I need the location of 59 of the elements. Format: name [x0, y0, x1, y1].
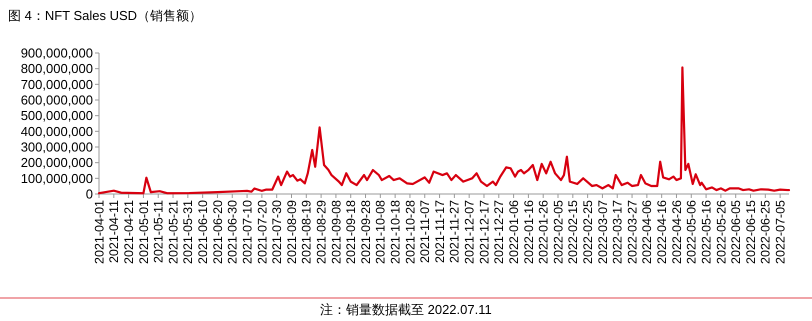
x-tick-label: 2021-11-27 — [448, 200, 462, 264]
x-tick-label: 2021-09-08 — [329, 200, 344, 264]
x-tick-label: 2022-02-05 — [551, 200, 566, 264]
y-tick-label: 300,000,000 — [20, 140, 93, 155]
x-tick-label: 2021-06-10 — [196, 200, 210, 264]
x-tick-label: 2021-04-21 — [122, 200, 136, 264]
x-tick-label: 2021-11-17 — [432, 200, 447, 264]
x-tick-label: 2021-08-19 — [300, 200, 314, 264]
x-tick-label: 2022-01-06 — [506, 200, 521, 264]
x-tick-label: 2021-07-10 — [240, 200, 254, 264]
x-tick-label: 2022-02-15 — [566, 200, 580, 264]
x-tick-label: 2021-06-30 — [226, 200, 240, 264]
x-tick-label: 2022-02-25 — [581, 200, 595, 264]
x-tick-label: 2022-05-06 — [684, 200, 699, 264]
x-tick-label: 2021-08-09 — [284, 200, 299, 264]
y-tick-label: 800,000,000 — [20, 61, 93, 76]
y-tick-label: 700,000,000 — [20, 76, 93, 92]
x-tick-label: 2022-03-07 — [596, 200, 610, 264]
x-tick-label: 2021-10-18 — [388, 200, 403, 264]
x-tick-label: 2021-12-27 — [492, 200, 506, 264]
x-tick-label: 2022-06-25 — [758, 200, 773, 264]
x-tick-label: 2021-09-28 — [358, 200, 373, 264]
x-tick-label: 2022-03-27 — [625, 200, 640, 264]
x-tick-label: 2021-04-01 — [92, 200, 106, 264]
x-tick-label: 2021-04-11 — [107, 200, 122, 264]
x-tick-label: 2021-05-11 — [152, 200, 166, 264]
y-tick-label: 200,000,000 — [20, 155, 93, 170]
x-tick-label: 2022-06-15 — [744, 200, 758, 264]
y-tick-label: 900,000,000 — [20, 46, 93, 61]
x-tick-label: 2022-04-26 — [670, 200, 684, 264]
y-tick-label: 400,000,000 — [20, 124, 93, 139]
x-tick-label: 2022-01-26 — [536, 200, 551, 264]
x-tick-label: 2022-06-05 — [729, 200, 744, 264]
x-tick-label: 2021-06-20 — [210, 200, 225, 264]
x-tick-label: 2022-07-05 — [773, 200, 788, 264]
x-tick-label: 2021-12-17 — [477, 200, 492, 264]
x-tick-label: 2022-05-26 — [714, 200, 728, 264]
text: 注：销量数据截至 2022.07.11 — [320, 302, 492, 317]
y-tick-label: 600,000,000 — [20, 92, 93, 108]
x-tick-label: 2021-11-07 — [418, 200, 432, 264]
x-tick-label: 2021-07-20 — [255, 200, 270, 264]
x-tick-label: 2022-04-16 — [655, 200, 670, 264]
x-tick-label: 2022-01-16 — [522, 200, 536, 264]
y-tick-label: 500,000,000 — [20, 108, 93, 124]
x-tick-label: 2021-07-30 — [270, 200, 284, 264]
x-tick-label: 2021-10-08 — [374, 200, 388, 264]
x-tick-label: 2022-05-16 — [699, 200, 714, 264]
chart-title: 图 4：NFT Sales USD（销售额） — [8, 8, 202, 23]
x-tick-label: 2021-05-31 — [181, 200, 196, 264]
x-tick-label: 2021-05-21 — [166, 200, 180, 264]
y-tick-label: 0 — [86, 186, 93, 202]
x-tick-label: 2021-08-29 — [314, 200, 328, 264]
x-tick-label: 2022-03-17 — [610, 200, 625, 264]
x-tick-label: 2021-12-07 — [462, 200, 477, 264]
y-tick-label: 100,000,000 — [20, 170, 93, 186]
x-tick-label: 2021-05-01 — [136, 200, 151, 264]
x-tick-label: 2021-10-28 — [403, 200, 418, 264]
x-tick-label: 2021-09-18 — [344, 200, 358, 264]
x-tick-label: 2022-04-06 — [640, 200, 654, 264]
